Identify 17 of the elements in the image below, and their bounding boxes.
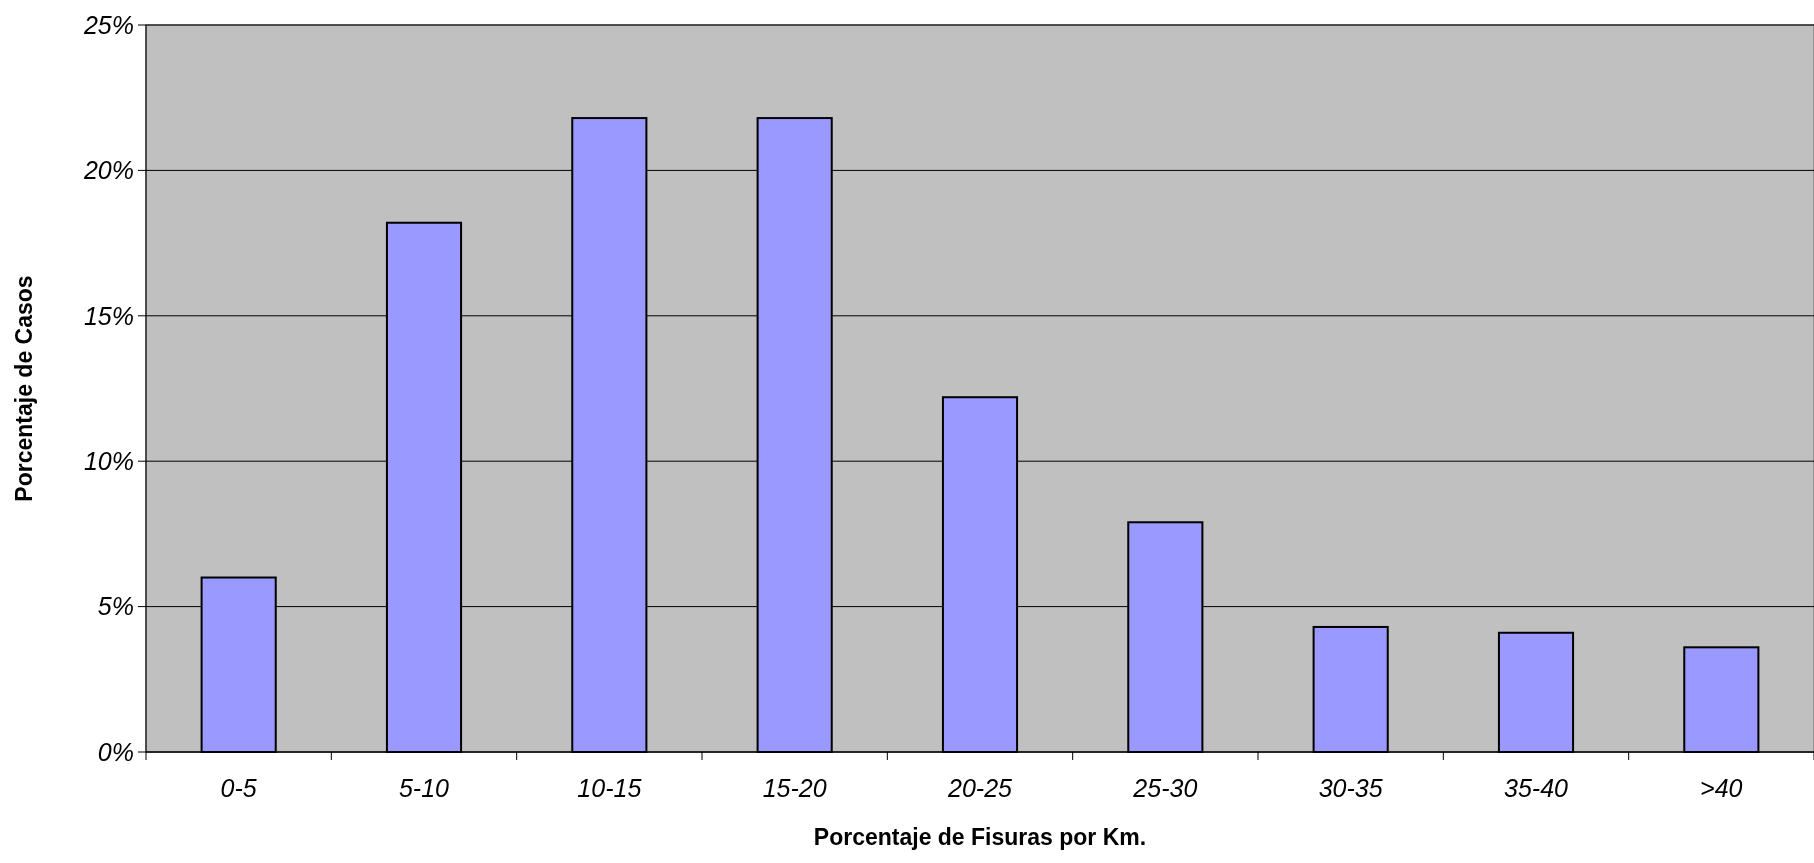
x-axis-title: Porcentaje de Fisuras por Km. — [813, 824, 1147, 850]
x-tick-label: 30-35 — [1318, 774, 1383, 802]
x-tick-label: 20-25 — [947, 774, 1013, 802]
x-tick-label: >40 — [1700, 774, 1743, 802]
x-tick-label: 25-30 — [1132, 774, 1198, 802]
y-tick-label: 20% — [82, 156, 134, 185]
y-tick-label: 15% — [83, 301, 134, 330]
y-tick-label: 5% — [97, 592, 134, 621]
y-axis-title: Porcentaje de Casos — [11, 275, 37, 502]
x-tick-label: 15-20 — [762, 774, 827, 802]
y-tick-label: 25% — [82, 10, 134, 39]
x-tick-label: 10-15 — [577, 774, 642, 802]
x-tick-label: 0-5 — [220, 774, 257, 802]
y-tick-label: 0% — [97, 737, 134, 766]
x-tick-label: 35-40 — [1504, 774, 1569, 802]
y-tick-label: 10% — [83, 446, 134, 475]
x-tick-label: 5-10 — [398, 774, 450, 802]
